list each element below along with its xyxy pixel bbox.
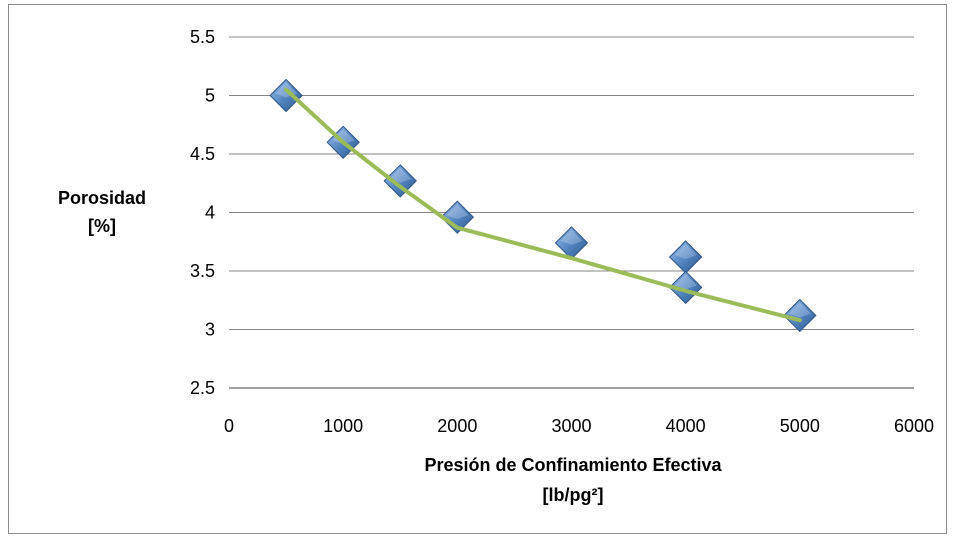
x-tick-label: 2000 [437,416,477,436]
data-point-diamond [668,240,703,274]
trend-line [284,87,802,323]
x-tick-label: 5000 [780,416,820,436]
data-point-diamond [440,200,475,234]
y-tick-label: 3 [205,320,215,340]
y-tick-label: 5.5 [190,27,215,47]
y-tick-label: 5 [205,86,215,106]
y-tick-label: 4 [205,203,215,223]
x-tick-label: 6000 [894,416,934,436]
x-axis-title-line-2: [lb/pg²] [543,485,604,505]
x-tick-label: 3000 [551,416,591,436]
grid-lines [229,36,914,389]
y-tick-label: 3.5 [190,261,215,281]
y-tick-label: 2.5 [190,378,215,398]
x-tick-label: 4000 [666,416,706,436]
series-layer [269,78,817,333]
x-axis-ticks: 0 1000 2000 3000 4000 5000 6000 [224,416,934,436]
data-point-diamond [383,164,417,198]
data-point-diamond [783,298,817,333]
x-tick-label: 1000 [323,416,363,436]
y-axis-title-line-1: Porosidad [58,188,146,208]
y-tick-label: 4.5 [190,144,215,164]
y-axis-title-line-2: [%] [88,216,116,236]
y-axis-ticks: 2.5 3 3.5 4 4.5 5 5.5 [190,27,215,398]
data-point-diamond [668,270,703,305]
data-point-diamond [269,78,303,113]
x-axis-title-line-1: Presión de Confinamiento Efectiva [424,455,722,475]
x-tick-label: 0 [224,416,234,436]
chart-frame [8,4,947,534]
